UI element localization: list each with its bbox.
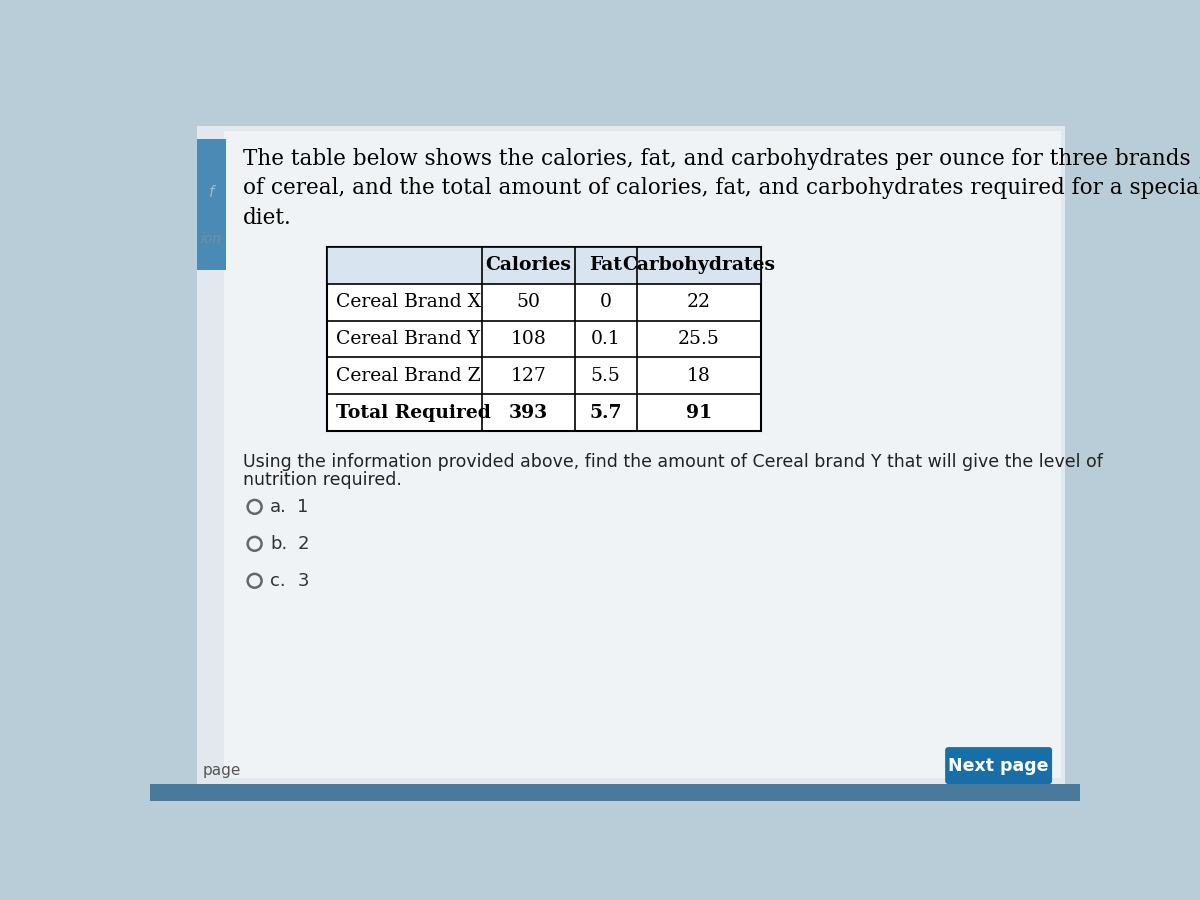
Text: 50: 50 bbox=[516, 293, 540, 311]
Text: of cereal, and the total amount of calories, fat, and carbohydrates required for: of cereal, and the total amount of calor… bbox=[242, 177, 1200, 199]
Text: 1: 1 bbox=[298, 498, 308, 516]
Text: b.: b. bbox=[270, 535, 287, 553]
Text: Using the information provided above, find the amount of Cereal brand Y that wil: Using the information provided above, fi… bbox=[242, 453, 1103, 471]
Text: 5.7: 5.7 bbox=[589, 404, 622, 422]
Text: f: f bbox=[209, 185, 214, 200]
Circle shape bbox=[247, 574, 262, 588]
Text: The table below shows the calories, fat, and carbohydrates per ounce for three b: The table below shows the calories, fat,… bbox=[242, 148, 1190, 170]
Text: nutrition required.: nutrition required. bbox=[242, 472, 402, 490]
Circle shape bbox=[247, 537, 262, 551]
Text: 18: 18 bbox=[686, 367, 710, 385]
FancyBboxPatch shape bbox=[946, 747, 1052, 784]
Text: Carbohydrates: Carbohydrates bbox=[623, 256, 775, 274]
Text: ion: ion bbox=[200, 232, 222, 246]
Text: 0: 0 bbox=[600, 293, 612, 311]
Text: 393: 393 bbox=[509, 404, 548, 422]
Text: Total Required: Total Required bbox=[336, 404, 491, 422]
Text: 3: 3 bbox=[298, 572, 308, 590]
Bar bbox=[197, 139, 226, 270]
Text: Fat: Fat bbox=[589, 256, 623, 274]
Text: 108: 108 bbox=[510, 330, 546, 348]
Text: 91: 91 bbox=[685, 404, 712, 422]
Text: 127: 127 bbox=[510, 367, 546, 385]
Text: Cereal Brand Y: Cereal Brand Y bbox=[336, 330, 480, 348]
Text: 25.5: 25.5 bbox=[678, 330, 720, 348]
Text: diet.: diet. bbox=[242, 207, 292, 229]
Text: 5.5: 5.5 bbox=[590, 367, 620, 385]
Text: 22: 22 bbox=[686, 293, 710, 311]
Text: 0.1: 0.1 bbox=[590, 330, 620, 348]
Text: page: page bbox=[203, 763, 241, 778]
Bar bbox=[326, 247, 761, 284]
Text: a.: a. bbox=[270, 498, 287, 516]
Text: Cereal Brand X: Cereal Brand X bbox=[336, 293, 481, 311]
Text: Cereal Brand Z: Cereal Brand Z bbox=[336, 367, 481, 385]
Text: c.: c. bbox=[270, 572, 286, 590]
Circle shape bbox=[247, 500, 262, 514]
Text: Next page: Next page bbox=[948, 757, 1049, 775]
Text: Calories: Calories bbox=[485, 256, 571, 274]
Bar bbox=[150, 784, 1080, 801]
Bar bbox=[326, 247, 761, 431]
Text: 2: 2 bbox=[298, 535, 308, 553]
